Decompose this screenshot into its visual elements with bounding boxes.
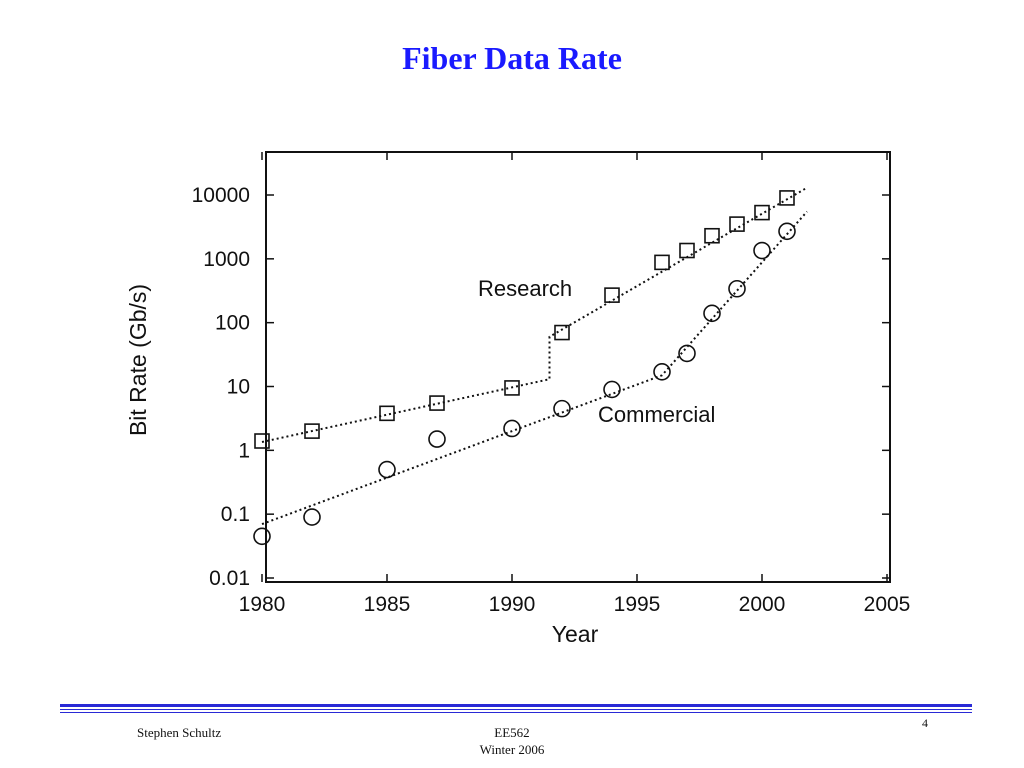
x-axis-title: Year xyxy=(552,621,599,647)
y-tick-label: 1 xyxy=(238,439,250,462)
research-point xyxy=(779,190,795,206)
commercial-point xyxy=(653,362,671,381)
research-point xyxy=(254,433,270,449)
trend-lines xyxy=(261,186,808,526)
research-point xyxy=(704,227,720,244)
research-point xyxy=(504,380,520,396)
commercial-point xyxy=(678,344,696,363)
slide-title: Fiber Data Rate xyxy=(402,40,622,76)
footer-course: EE562 xyxy=(494,725,530,740)
commercial-point xyxy=(503,419,521,438)
series-label-research: Research xyxy=(478,276,572,301)
y-tick-label: 100 xyxy=(215,312,250,335)
research-point xyxy=(654,254,670,271)
x-tick-label: 2000 xyxy=(739,593,786,616)
research-point xyxy=(304,423,320,439)
footer-rule-thick xyxy=(60,704,972,707)
y-tick-label: 0.1 xyxy=(221,503,250,526)
commercial-point xyxy=(428,430,446,448)
y-tick-label: 10 xyxy=(227,376,250,399)
footer-author: Stephen Schultz xyxy=(137,725,222,740)
axis-ticks xyxy=(261,152,890,582)
commercial-point xyxy=(253,527,271,546)
series-label-commercial: Commercial xyxy=(598,402,715,427)
research-point xyxy=(729,216,745,232)
y-tick-label: 10000 xyxy=(192,184,250,207)
research-point xyxy=(554,324,570,341)
y-axis-title: Bit Rate (Gb/s) xyxy=(125,284,151,436)
commercial-point xyxy=(553,399,571,418)
footer-rule-thin-2 xyxy=(60,712,972,713)
research-point xyxy=(679,242,695,259)
commercial-point xyxy=(703,304,721,323)
x-tick-label: 1995 xyxy=(614,593,661,616)
x-tick-label: 1990 xyxy=(489,593,536,616)
x-tick-label: 1985 xyxy=(364,593,411,616)
footer-term: Winter 2006 xyxy=(479,742,545,757)
commercial-point xyxy=(778,222,796,241)
research-point xyxy=(429,395,445,411)
data-markers xyxy=(253,190,796,546)
page-number: 4 xyxy=(922,716,928,730)
commercial-point xyxy=(728,279,746,298)
plot-frame xyxy=(265,151,891,583)
x-tick-label: 2005 xyxy=(864,593,911,616)
y-tick-label: 1000 xyxy=(203,248,250,271)
research-point xyxy=(754,204,770,221)
commercial-point xyxy=(378,460,396,479)
trend-line-research xyxy=(261,186,808,443)
research-point xyxy=(604,287,620,303)
tick-labels: 0.01 0.1 1 10 100 1000 10000 1980 1985 1990 1995 20… xyxy=(192,184,911,616)
commercial-point xyxy=(753,241,771,260)
footer-rule-thin xyxy=(60,709,972,710)
commercial-point xyxy=(303,508,321,526)
y-tick-label: 0.01 xyxy=(209,567,250,590)
commercial-point xyxy=(603,380,621,399)
trend-line-commercial xyxy=(261,210,808,526)
research-point xyxy=(379,405,395,422)
x-tick-label: 1980 xyxy=(239,593,286,616)
